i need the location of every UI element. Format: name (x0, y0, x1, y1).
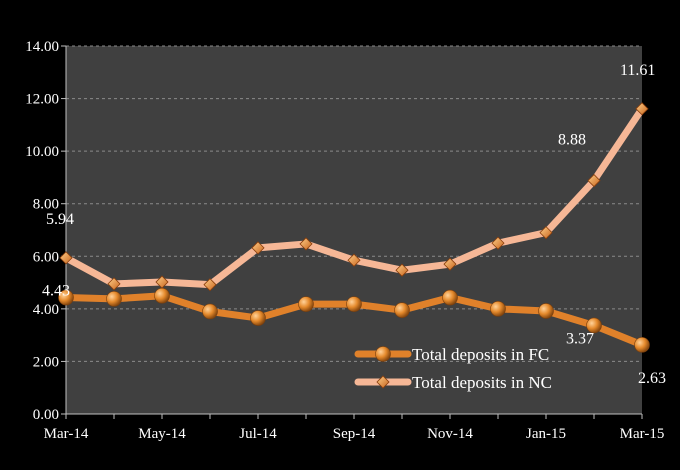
data-point (491, 236, 505, 250)
data-point (250, 310, 266, 326)
data-point (106, 291, 122, 307)
series-total-deposits-in-fc (58, 287, 650, 353)
y-tick-label: 6.00 (33, 249, 59, 265)
x-tick-label: May-14 (138, 426, 186, 442)
x-tick-label: Mar-15 (620, 426, 665, 442)
x-tick-label: Jul-14 (239, 426, 277, 442)
data-labels: 4.43 3.37 2.63 5.94 8.88 11.61 (42, 62, 666, 387)
y-tick-label: 14.00 (25, 39, 59, 55)
data-label: 4.43 (42, 283, 70, 300)
plot-area (66, 46, 642, 414)
data-point (587, 174, 601, 188)
legend-label: Total deposits in NC (412, 373, 552, 392)
data-point (635, 102, 649, 116)
series (58, 102, 650, 353)
data-point (155, 275, 169, 289)
legend: Total deposits in FC Total deposits in NC (354, 345, 552, 392)
data-point (634, 337, 650, 353)
data-point (202, 303, 218, 320)
data-point (443, 257, 457, 271)
y-tick-label: 12.00 (25, 92, 59, 108)
axes: 0.00 2.00 4.00 6.00 8.00 10.00 12.00 14.00 Mar-1… (25, 39, 664, 442)
data-point (538, 303, 554, 319)
data-point (59, 251, 73, 265)
data-point (251, 241, 265, 255)
y-tick-label: 2.00 (33, 354, 59, 370)
x-tick-label: Nov-14 (427, 426, 473, 442)
data-point (394, 302, 410, 318)
data-label: 3.37 (566, 330, 594, 347)
data-point (203, 278, 217, 292)
data-label: 8.88 (558, 132, 586, 149)
y-tick-label: 10.00 (25, 144, 59, 160)
x-tick-label: Jan-15 (526, 426, 566, 442)
data-point (442, 289, 458, 306)
legend-item-total-deposits-in-nc: Total deposits in NC (354, 373, 552, 392)
data-label: 5.94 (46, 211, 74, 228)
legend-label: Total deposits in FC (412, 345, 549, 364)
y-tick-label: 8.00 (33, 197, 59, 213)
legend-item-total-deposits-in-fc: Total deposits in FC (354, 345, 549, 364)
y-tick-label: 4.00 (33, 302, 59, 318)
data-label: 2.63 (638, 370, 666, 387)
data-point (299, 237, 313, 251)
data-point (490, 301, 506, 317)
data-point (586, 317, 602, 334)
x-tick-label: Sep-14 (333, 426, 376, 442)
data-point (539, 226, 553, 240)
data-point (346, 296, 362, 312)
data-point (154, 287, 170, 304)
series-total-deposits-in-nc (59, 102, 649, 292)
data-point (347, 253, 361, 267)
data-label: 11.61 (620, 62, 655, 79)
data-point (58, 289, 74, 306)
data-point (107, 277, 121, 291)
x-tick-label: Mar-14 (44, 426, 89, 442)
data-point (395, 263, 409, 277)
data-point (298, 296, 314, 312)
legend-swatch-marker (376, 375, 390, 389)
legend-swatch-marker (375, 346, 391, 362)
y-tick-label: 0.00 (33, 407, 59, 423)
